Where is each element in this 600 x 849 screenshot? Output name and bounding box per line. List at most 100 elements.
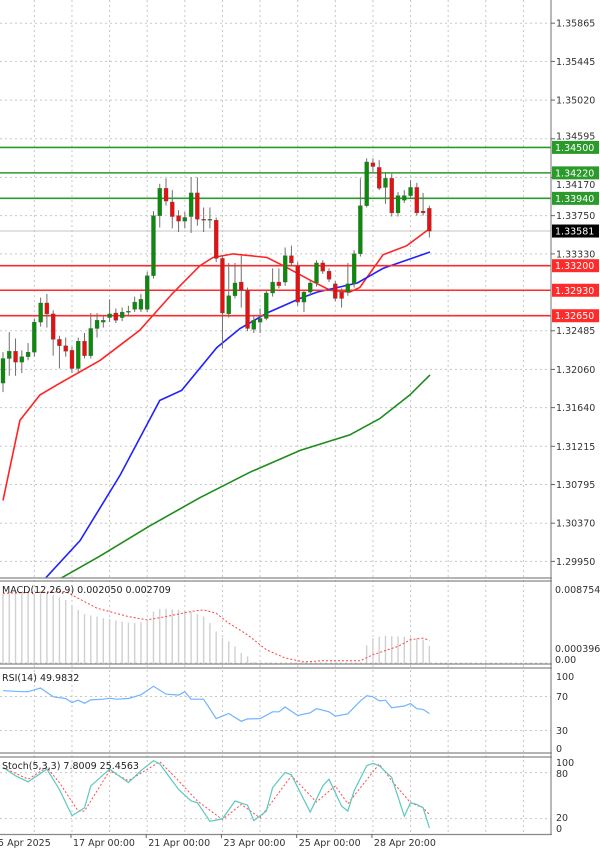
bearish-candle xyxy=(214,220,219,259)
macd-panel[interactable] xyxy=(2,591,431,663)
bearish-candle xyxy=(163,188,169,202)
stochastic-main-line xyxy=(2,759,430,829)
stochastic-panel[interactable] xyxy=(2,759,430,829)
bullish-candle xyxy=(32,321,37,353)
support-tag-label: 1.32650 xyxy=(555,311,594,322)
price-tick-label: 1.30370 xyxy=(556,519,595,530)
price-axis[interactable]: 1.35865 1.35445 1.35020 1.34595 1.34170 1.337… xyxy=(551,19,600,835)
bullish-candle xyxy=(0,358,6,384)
bearish-candle xyxy=(295,265,300,303)
price-tick-label: 1.35020 xyxy=(556,96,595,107)
rsi-label: RSI(14) 49.9832 xyxy=(2,673,79,684)
bearish-candle xyxy=(414,187,419,214)
macd-signal-line xyxy=(2,591,430,663)
bullish-candle xyxy=(188,192,194,217)
price-tick-label: 1.33330 xyxy=(556,249,595,260)
bearish-candle xyxy=(82,341,87,356)
time-label: 17 Apr 00:00 xyxy=(73,838,135,849)
bullish-candle xyxy=(395,195,401,214)
bullish-candle xyxy=(132,301,137,310)
bullish-candle xyxy=(226,295,231,315)
bearish-candle xyxy=(276,281,282,286)
bullish-candle xyxy=(351,253,357,285)
bearish-candle xyxy=(176,215,181,222)
bullish-candle xyxy=(308,282,313,293)
bearish-candle xyxy=(195,192,200,220)
price-tick-label: 1.34595 xyxy=(556,131,595,142)
bullish-candle xyxy=(251,320,256,330)
price-tick-label: 1.33750 xyxy=(556,211,595,222)
bullish-candle xyxy=(257,318,263,323)
bullish-candle xyxy=(301,291,307,303)
macd-label: MACD(12,26,9) 0.002050 0.002709 xyxy=(2,585,171,596)
time-label: 15 Apr 2025 xyxy=(0,838,51,849)
bullish-candle xyxy=(345,283,351,293)
price-tick-label: 1.29950 xyxy=(556,557,595,568)
price-tick-label: 1.32485 xyxy=(556,326,595,337)
resistance-tag xyxy=(552,166,599,180)
bullish-candle xyxy=(38,302,43,323)
stochastic-axis-label: 20 xyxy=(556,813,568,824)
bullish-candle xyxy=(107,313,112,318)
bullish-candle xyxy=(126,311,131,313)
bullish-candle xyxy=(151,215,156,276)
bullish-candle xyxy=(94,320,100,329)
price-tick-label: 1.35445 xyxy=(556,57,595,68)
macd-axis-zero: 0.00 xyxy=(555,655,576,666)
ma-slow-line xyxy=(59,374,431,578)
resistance-tag-label: 1.34500 xyxy=(555,143,594,154)
rsi-panel[interactable] xyxy=(2,685,430,722)
current-price-tag-label: 1.33581 xyxy=(555,227,594,238)
bearish-candle xyxy=(51,313,56,340)
panel-frames xyxy=(0,0,552,836)
bullish-candle xyxy=(101,320,106,323)
bullish-candle xyxy=(402,195,407,201)
bearish-candle xyxy=(289,255,294,264)
time-label: 28 Apr 20:00 xyxy=(374,838,436,849)
support-tag-label: 1.32930 xyxy=(555,286,594,297)
bullish-candle xyxy=(232,282,238,296)
price-tick-label: 1.32060 xyxy=(556,365,595,376)
support-tag-label: 1.33200 xyxy=(555,261,594,272)
bearish-candle xyxy=(69,350,75,369)
bearish-candle xyxy=(389,178,394,214)
ma-fast-line xyxy=(2,227,431,501)
bearish-candle xyxy=(13,351,18,363)
price-panel[interactable] xyxy=(0,146,551,602)
bullish-candle xyxy=(119,311,125,318)
bullish-candle xyxy=(364,161,369,206)
bullish-candle xyxy=(282,255,288,283)
stochastic-axis-label: 100 xyxy=(556,758,574,769)
support-tag xyxy=(552,259,599,273)
bullish-candle xyxy=(19,356,24,363)
time-label: 21 Apr 00:00 xyxy=(148,838,210,849)
resistance-tag-label: 1.34220 xyxy=(555,168,594,179)
bearish-candle xyxy=(239,281,244,291)
bearish-candle xyxy=(320,262,325,272)
bearish-candle xyxy=(333,283,338,299)
bearish-candle xyxy=(63,345,68,352)
bearish-candle xyxy=(57,339,62,346)
support-tag xyxy=(552,309,599,323)
support-tag xyxy=(552,283,599,297)
bullish-candle xyxy=(138,299,144,310)
macd-axis-max: 0.008754 xyxy=(555,585,600,596)
stochastic-axis-label: 80 xyxy=(556,769,568,780)
bullish-candle xyxy=(145,275,150,310)
bullish-candle xyxy=(76,341,81,369)
price-tick-label: 1.31640 xyxy=(556,403,595,414)
resistance-tag xyxy=(552,191,599,205)
bullish-candle xyxy=(88,328,93,356)
rsi-line xyxy=(2,685,430,722)
bullish-candle xyxy=(264,292,269,319)
bullish-candle xyxy=(7,351,12,359)
macd-axis-min: 0.000396 xyxy=(555,644,600,655)
bearish-candle xyxy=(245,290,250,329)
bearish-candle xyxy=(220,258,225,314)
bullish-candle xyxy=(182,217,187,222)
rsi-axis-label: 100 xyxy=(556,672,574,683)
bearish-candle xyxy=(339,291,344,299)
time-label: 23 Apr 00:00 xyxy=(223,838,285,849)
bearish-candle xyxy=(370,162,376,167)
